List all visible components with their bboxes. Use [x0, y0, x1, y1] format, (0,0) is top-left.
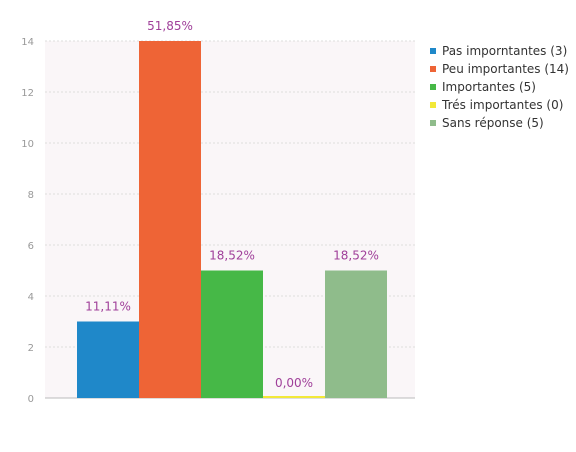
legend-item[interactable]: Trés importantes (0) [430, 96, 569, 114]
y-tick-label: 0 [28, 394, 34, 405]
data-labels: 11,11% 51,85% 18,52% 0,00% 18,52% [85, 19, 379, 390]
bar [139, 41, 201, 398]
legend-item[interactable]: Importantes (5) [430, 78, 569, 96]
y-tick-label: 4 [28, 292, 34, 303]
y-tick-label: 14 [21, 37, 34, 48]
y-tick-label: 6 [28, 241, 34, 252]
y-tick-label: 12 [21, 88, 34, 99]
legend-label: Peu importantes (14) [442, 62, 569, 76]
y-tick-label: 8 [28, 190, 34, 201]
bar [201, 270, 263, 398]
bar [77, 321, 139, 398]
data-label: 51,85% [147, 19, 193, 33]
legend-swatch [430, 84, 436, 90]
data-label: 18,52% [209, 249, 255, 263]
y-tick-label: 10 [21, 139, 34, 150]
legend-swatch [430, 120, 436, 126]
bars [77, 41, 387, 398]
legend-swatch [430, 48, 436, 54]
data-label: 11,11% [85, 300, 131, 314]
bar [263, 396, 325, 398]
legend-item[interactable]: Peu importantes (14) [430, 60, 569, 78]
legend-label: Sans réponse (5) [442, 116, 544, 130]
data-label: 18,52% [333, 249, 379, 263]
bar [325, 270, 387, 398]
legend-swatch [430, 66, 436, 72]
legend-item[interactable]: Sans réponse (5) [430, 114, 569, 132]
legend-label: Importantes (5) [442, 80, 536, 94]
legend-swatch [430, 102, 436, 108]
y-axis-ticks: 0 2 4 6 8 10 12 14 [21, 37, 34, 405]
legend-label: Pas imporntantes (3) [442, 44, 568, 58]
legend-item[interactable]: Pas imporntantes (3) [430, 42, 569, 60]
data-label: 0,00% [275, 376, 313, 390]
y-tick-label: 2 [28, 343, 34, 354]
legend: Pas imporntantes (3) Peu importantes (14… [426, 40, 573, 134]
legend-label: Trés importantes (0) [442, 98, 564, 112]
